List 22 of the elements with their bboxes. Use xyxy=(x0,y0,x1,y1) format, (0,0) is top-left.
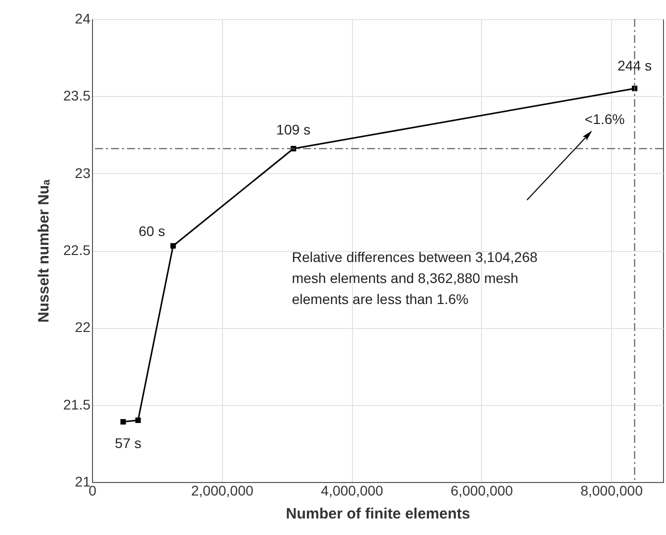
y-tick-label: 21.5 xyxy=(63,396,91,412)
annotation: 57 s xyxy=(114,434,142,451)
point xyxy=(120,419,126,425)
annotation: 60 s xyxy=(138,222,166,239)
x-tick-label: 4,000,000 xyxy=(320,482,384,498)
annotation: Relative differences between 3,104,268 mesh elements and 8,362,880 mesh elements are less than 1.6% xyxy=(292,249,538,307)
annotation: 244 s xyxy=(618,57,652,74)
y-axis-title: Nusselt number Nuₐ xyxy=(35,179,52,323)
point xyxy=(170,243,176,249)
y-tick-label: 23.5 xyxy=(63,88,91,104)
x-tick-label: 2,000,000 xyxy=(191,482,254,498)
x-tick-label: 8,000,000 xyxy=(580,482,643,498)
y-tick-label: 24 xyxy=(74,10,91,26)
x-tick-label: 6,000,000 xyxy=(450,482,514,498)
y-tick-label: 22.5 xyxy=(63,242,91,258)
x-tick-label: 0 xyxy=(88,482,97,498)
x-axis-title: Number of finite elements xyxy=(286,506,470,522)
annotation: <1.6% xyxy=(584,111,625,127)
y-tick-label: 22 xyxy=(74,319,91,336)
y-tick-label: 23 xyxy=(74,164,91,181)
annotation: 109 s xyxy=(276,122,311,138)
point xyxy=(135,418,141,424)
